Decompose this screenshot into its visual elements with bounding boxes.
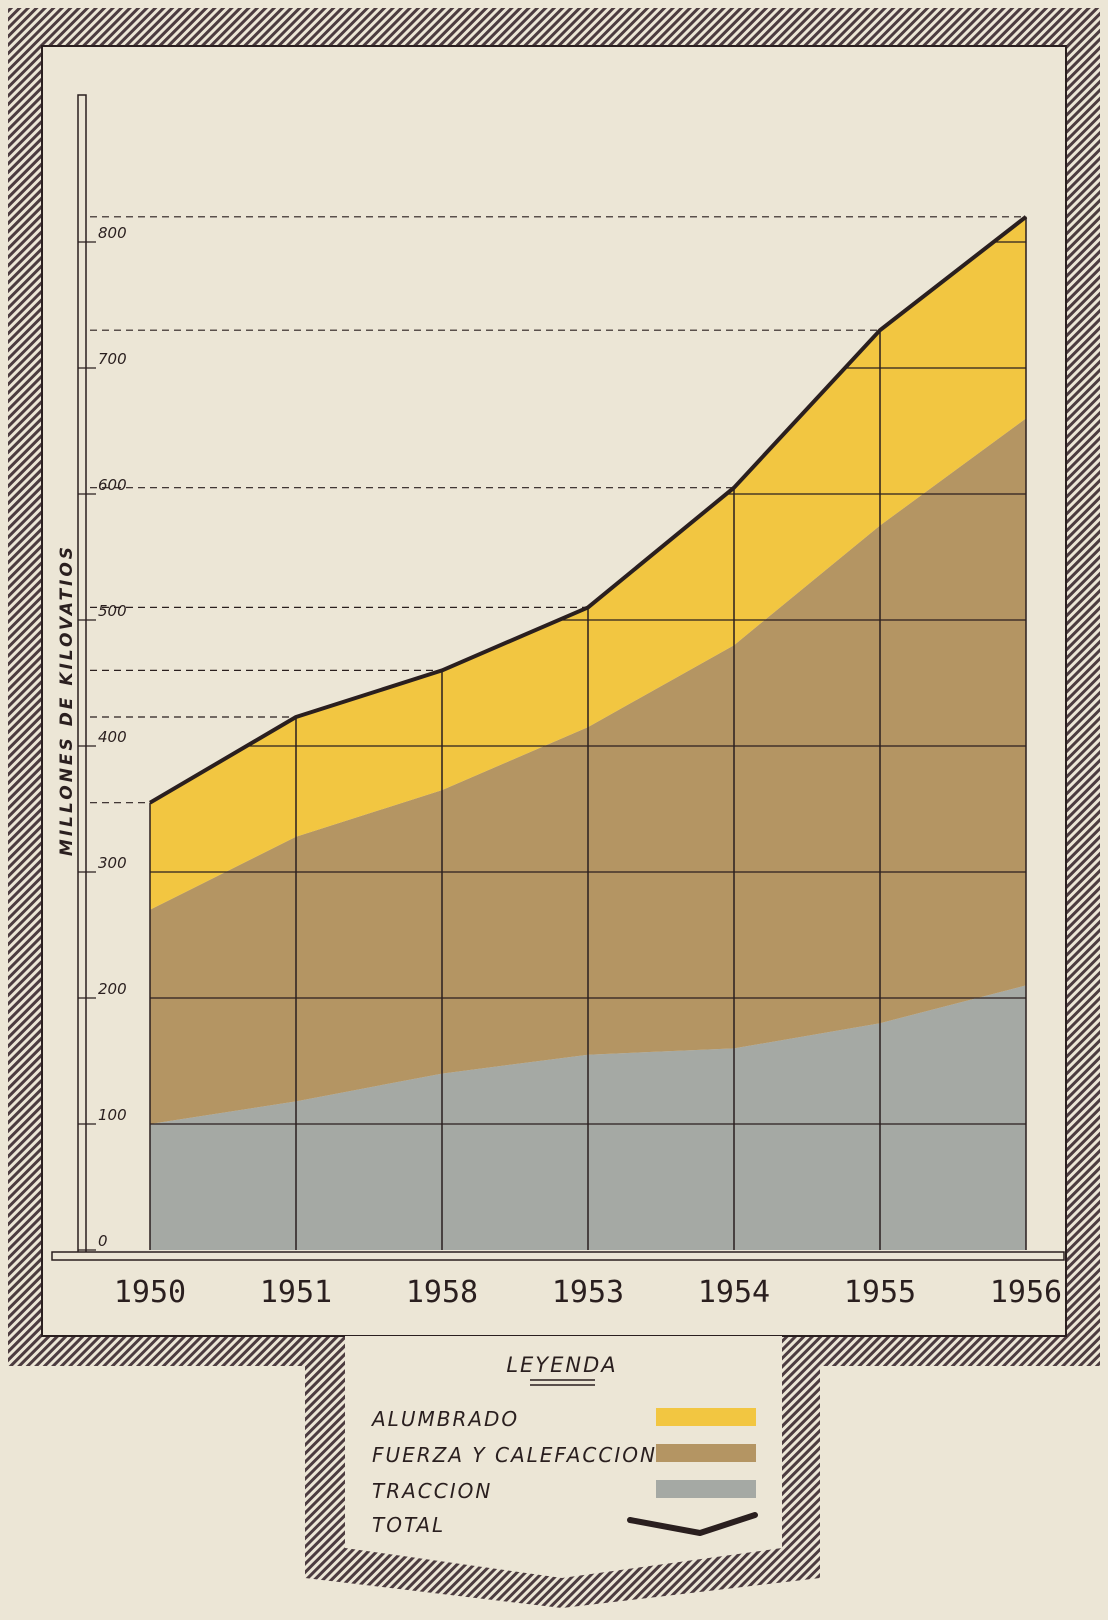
- y-tick-label: 400: [98, 728, 127, 746]
- legend-title: LEYENDA: [506, 1353, 617, 1377]
- x-axis-bar: [51, 1251, 1065, 1261]
- y-tick-label: 800: [98, 224, 127, 242]
- legend-label: FUERZA Y CALEFACCION: [372, 1443, 657, 1467]
- legend: LEYENDA ALUMBRADO FUERZA Y CALEFACCION TRA…: [370, 1353, 758, 1537]
- y-axis-bar: [77, 94, 87, 1254]
- x-tick-label: 1958: [406, 1275, 478, 1310]
- x-tick-label: 1956: [990, 1275, 1062, 1310]
- legend-swatch: [656, 1408, 756, 1426]
- grid-lines: [149, 216, 1027, 1250]
- total-line: [148, 215, 1028, 805]
- y-tick-label: 600: [98, 476, 127, 494]
- area-alumbrado: [150, 216, 1026, 910]
- x-tick-label: 1951: [260, 1275, 332, 1310]
- x-axis: 1950 1951 1958 1953 1954 1955 1956: [51, 1251, 1065, 1310]
- legend-label: TOTAL: [372, 1513, 445, 1537]
- y-axis-label: MILLONES DE KILOVATIOS: [57, 544, 77, 856]
- x-tick-label: 1953: [552, 1275, 624, 1310]
- legend-swatch: [656, 1480, 756, 1498]
- y-tick-label: 700: [98, 350, 127, 368]
- y-tick-label: 100: [98, 1106, 127, 1124]
- x-tick-label: 1955: [844, 1275, 916, 1310]
- legend-swatch: [656, 1444, 756, 1462]
- x-tick-label: 1950: [114, 1275, 186, 1310]
- legend-label: ALUMBRADO: [370, 1407, 519, 1431]
- legend-total-swatch: [627, 1512, 758, 1536]
- legend-label: TRACCION: [372, 1479, 492, 1503]
- y-tick-label: 500: [98, 602, 127, 620]
- y-tick-label: 0: [98, 1232, 108, 1250]
- y-tick-label: 200: [98, 980, 127, 998]
- y-axis: 0 100 200 300 400 500 600 700 800 MILLONES DE KI…: [57, 94, 127, 1254]
- legend-panel: [345, 1336, 782, 1578]
- total-guide-lines: [90, 216, 1026, 804]
- x-tick-label: 1954: [698, 1275, 770, 1310]
- y-tick-label: 300: [98, 854, 127, 872]
- plot-area: [90, 215, 1028, 1250]
